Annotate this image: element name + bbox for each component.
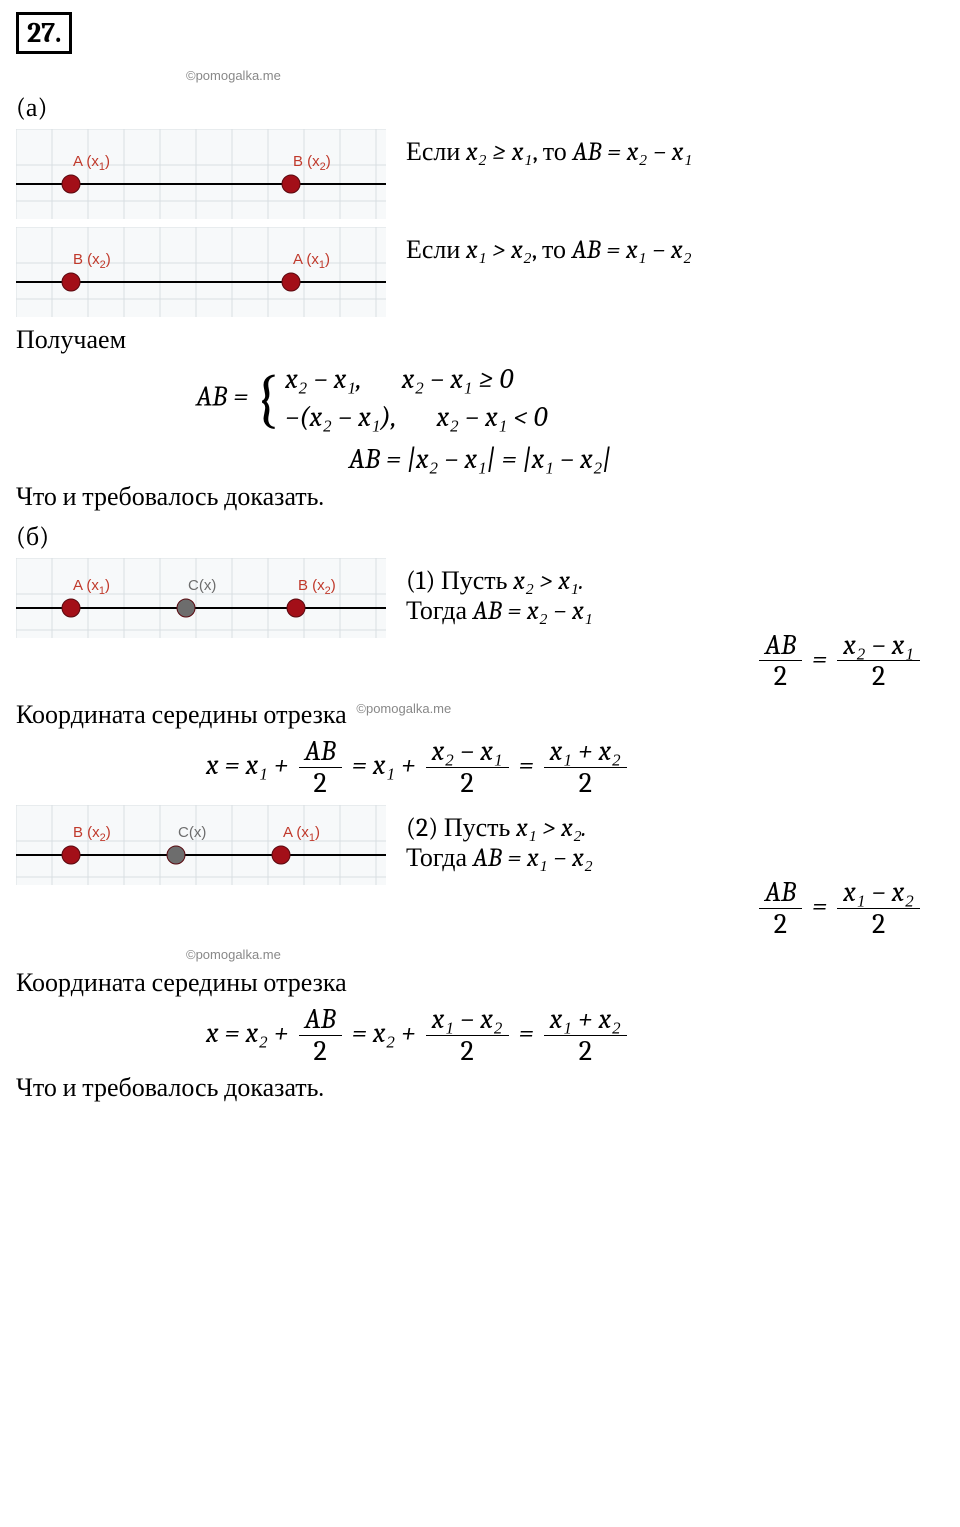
qed-a: Что и требовалось доказать. — [16, 482, 944, 512]
step2-num: (2) Пусть — [406, 813, 516, 843]
qed-b: Что и требовалось доказать. — [16, 1073, 944, 1103]
text-b1: (1) Пусть x₂ > x₁. Тогда AB = x₂ − x₁ AB… — [406, 558, 944, 693]
text-a2: Если x₁ > x₂, то AB = x₁ − x₂ — [406, 227, 944, 265]
part-b-label: (б) — [16, 522, 944, 552]
case2-cond: x₂ − x₁ < 0 — [437, 399, 548, 437]
mid2-f1n: AB — [299, 1004, 342, 1036]
case1-expr: x₂ − x₁, — [285, 361, 362, 399]
mid-label-2: Координата середины отрезка — [16, 968, 944, 998]
text-a1-res: AB = x₂ − x₁ — [573, 137, 693, 167]
text-a1-cond: x₂ ≥ x₁ — [466, 137, 532, 167]
mid2-f2d: 2 — [426, 1036, 509, 1067]
mid1-f2n: x₂ − x₁ — [426, 736, 509, 768]
mid1-lhs: x = x₁ + — [206, 749, 288, 781]
diagram-a2: B (x2)A (x1) — [16, 227, 386, 317]
step1-ab: AB = x₂ − x₁ — [473, 596, 593, 626]
mid-eq-2: x = x₂ + AB2 = x₂ + x₁ − x₂2 = x₁ + x₂2 — [16, 1004, 944, 1067]
mid1-eq: = — [519, 749, 534, 781]
step2-then: Тогда — [406, 843, 473, 873]
abs-line-text: AB = |x₂ − x₁| = |x₁ − x₂| — [349, 443, 611, 475]
text-a1-then: , то — [532, 137, 572, 167]
mid2-lhs: x = x₂ + — [206, 1017, 288, 1049]
mid2-f2n: x₁ − x₂ — [426, 1004, 509, 1036]
mid1-f2d: 2 — [426, 768, 509, 799]
obtain-text: Получаем — [16, 325, 944, 355]
case2-expr: −(x₂ − x₁), — [285, 399, 396, 437]
mid2-f3d: 2 — [544, 1036, 627, 1067]
mid1-f3d: 2 — [544, 768, 627, 799]
text-a2-cond: x₁ > x₂ — [466, 235, 532, 265]
mid-eq-1: x = x₁ + AB2 = x₁ + x₂ − x₁2 = x₁ + x₂2 — [16, 736, 944, 799]
part-a-label: (а) — [16, 93, 944, 123]
text-a1: Если x₂ ≥ x₁, то AB = x₂ − x₁ — [406, 129, 944, 167]
row-a1: A (x1)B (x2) Если x₂ ≥ x₁, то AB = x₂ − … — [16, 129, 944, 219]
mid2-f1d: 2 — [299, 1036, 342, 1067]
mid2-eq: = — [519, 1017, 534, 1049]
problem-number: 27. — [16, 12, 72, 54]
abs-line: AB = |x₂ − x₁| = |x₁ − x₂| — [16, 443, 944, 476]
half-lhs-num: AB — [759, 630, 802, 662]
cases-equation: AB = { x₂ − x₁, x₂ − x₁ ≥ 0 −(x₂ − x₁), … — [16, 361, 944, 437]
half-lhs-num-2: AB — [759, 877, 802, 909]
mid1-f3n: x₁ + x₂ — [544, 736, 627, 768]
diagram-b1: A (x1)C(x)B (x2) — [16, 558, 386, 638]
step1-then: Тогда — [406, 596, 473, 626]
mid1-f1n: AB — [299, 736, 342, 768]
half-rhs2-den: 2 — [837, 909, 920, 940]
half-lhs-den: 2 — [759, 661, 802, 692]
text-a1-prefix: Если — [406, 137, 466, 167]
diagram-b2: B (x2)C(x)A (x1) — [16, 805, 386, 885]
text-a2-then: , то — [532, 235, 572, 265]
text-a2-res: AB = x₁ − x₂ — [572, 235, 692, 265]
half-lhs-den-2: 2 — [759, 909, 802, 940]
watermark-mid: ©pomogalka.me — [356, 701, 451, 716]
step2-ab: AB = x₁ − x₂ — [473, 843, 593, 873]
watermark-top: ©pomogalka.me — [16, 68, 944, 83]
half-rhs1-num: x₂ − x₁ — [837, 630, 920, 662]
row-b1: A (x1)C(x)B (x2) (1) Пусть x₂ > x₁. Тогд… — [16, 558, 944, 693]
svg-text:C(x): C(x) — [188, 577, 216, 594]
watermark-bottom: ©pomogalka.me — [16, 947, 944, 962]
mid-label-1: Координата середины отрезка ©pomogalka.m… — [16, 700, 944, 730]
text-b2: (2) Пусть x₁ > x₂. Тогда AB = x₁ − x₂ AB… — [406, 805, 944, 940]
diagram-a1: A (x1)B (x2) — [16, 129, 386, 219]
mid2-mid: = x₂ + — [352, 1017, 416, 1049]
half-rhs1-den: 2 — [837, 661, 920, 692]
step1-cond: x₂ > x₁. — [513, 566, 583, 596]
cases-lhs: AB = — [196, 380, 248, 412]
row-b2: B (x2)C(x)A (x1) (2) Пусть x₁ > x₂. Тогд… — [16, 805, 944, 940]
half-rhs2-num: x₁ − x₂ — [837, 877, 920, 909]
mid1-f1d: 2 — [299, 768, 342, 799]
step2-cond: x₁ > x₂. — [516, 813, 586, 843]
step1-num: (1) Пусть — [406, 566, 513, 596]
case1-cond: x₂ − x₁ ≥ 0 — [402, 361, 514, 399]
mid2-f3n: x₁ + x₂ — [544, 1004, 627, 1036]
svg-text:C(x): C(x) — [178, 824, 206, 841]
brace-icon: { — [254, 367, 279, 431]
text-a2-prefix: Если — [406, 235, 466, 265]
mid1-mid: = x₁ + — [352, 749, 416, 781]
row-a2: B (x2)A (x1) Если x₁ > x₂, то AB = x₁ − … — [16, 227, 944, 317]
mid-label-1-text: Координата середины отрезка — [16, 700, 347, 730]
